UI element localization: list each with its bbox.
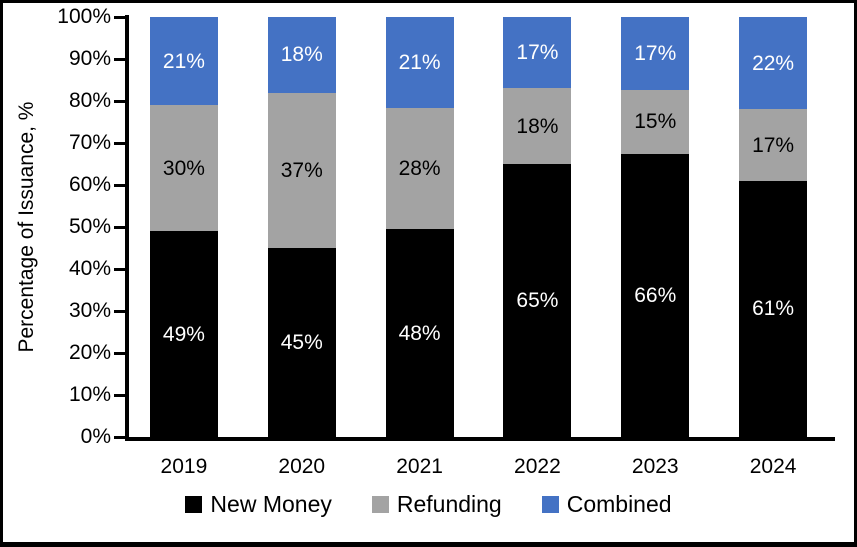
legend-label: Combined xyxy=(566,491,672,517)
legend-swatch xyxy=(185,496,203,513)
bar-segment: 17% xyxy=(621,17,690,90)
bar-segment: 61% xyxy=(739,180,808,437)
y-tick-label: 90% xyxy=(68,47,111,70)
y-tick-label: 20% xyxy=(68,341,111,364)
bar-value-label: 17% xyxy=(634,41,677,65)
bar-segment: 21% xyxy=(385,17,454,108)
x-category-label: 2022 xyxy=(514,455,561,478)
bar-segment: 22% xyxy=(739,17,808,110)
bar-value-label: 17% xyxy=(516,41,559,65)
bar-segment: 18% xyxy=(267,17,336,93)
y-tick xyxy=(114,99,125,103)
bar-segment: 17% xyxy=(503,17,572,89)
legend-item: New Money xyxy=(185,491,332,518)
bar-value-label: 17% xyxy=(752,133,795,157)
y-tick xyxy=(114,309,125,313)
y-tick-label: 10% xyxy=(68,383,111,406)
bar-value-label: 21% xyxy=(162,49,205,73)
y-tick-label: 30% xyxy=(68,299,111,322)
x-category-label: 2020 xyxy=(278,455,326,478)
y-tick xyxy=(114,183,125,187)
legend-item: Combined xyxy=(541,491,672,518)
y-tick-label: 70% xyxy=(68,131,111,154)
x-axis-line xyxy=(125,437,835,441)
bar-segment: 37% xyxy=(267,92,336,248)
bar-value-label: 18% xyxy=(516,114,559,138)
bar-segment: 48% xyxy=(385,229,454,437)
y-tick-label: 40% xyxy=(68,257,111,280)
legend-swatch xyxy=(541,496,559,513)
bar-segment: 17% xyxy=(739,109,808,181)
bar-segment: 15% xyxy=(621,89,690,155)
y-tick xyxy=(114,15,125,19)
bar-value-label: 18% xyxy=(280,43,323,67)
y-tick xyxy=(114,225,125,229)
bar-value-label: 45% xyxy=(280,331,323,354)
bar-value-label: 49% xyxy=(162,322,205,346)
x-category-label: 2019 xyxy=(160,455,208,478)
bar-value-label: 37% xyxy=(280,158,323,182)
bar-segment: 45% xyxy=(267,248,336,437)
y-tick xyxy=(114,435,125,439)
bar-value-label: 28% xyxy=(398,157,441,181)
y-tick xyxy=(114,141,125,145)
bar-value-label: 65% xyxy=(516,289,559,312)
y-tick xyxy=(114,267,125,271)
bar-value-label: 22% xyxy=(752,51,795,75)
x-category-label: 2021 xyxy=(396,455,443,478)
y-tick-label: 60% xyxy=(68,173,111,196)
y-tick-label: 0% xyxy=(80,425,111,448)
bar-segment: 28% xyxy=(385,107,454,230)
bar-value-label: 61% xyxy=(752,297,795,321)
bar-value-label: 48% xyxy=(398,321,441,345)
y-tick xyxy=(114,393,125,397)
bar-segment: 65% xyxy=(503,164,572,437)
bar-segment: 66% xyxy=(621,154,690,437)
y-axis-line xyxy=(125,15,129,441)
legend: New Money Refunding Combined xyxy=(3,491,854,518)
y-tick xyxy=(114,351,125,355)
bar-segment: 49% xyxy=(149,231,218,437)
bar-segment: 21% xyxy=(149,17,218,106)
x-category-label: 2024 xyxy=(749,455,797,478)
bar-value-label: 21% xyxy=(398,50,441,74)
bar-value-label: 30% xyxy=(162,156,205,180)
y-tick-label: 50% xyxy=(68,215,111,238)
y-tick xyxy=(114,57,125,61)
legend-swatch xyxy=(371,496,389,513)
bar-value-label: 66% xyxy=(634,284,677,308)
bar-segment: 18% xyxy=(503,88,572,164)
bar-value-label: 15% xyxy=(634,110,677,134)
y-tick-label: 80% xyxy=(68,89,111,112)
legend-item: Refunding xyxy=(371,491,502,518)
y-tick-label: 100% xyxy=(57,5,111,28)
legend-label: New Money xyxy=(210,491,332,517)
legend-label: Refunding xyxy=(396,491,502,517)
bar-segment: 30% xyxy=(149,105,218,232)
x-category-label: 2023 xyxy=(631,455,679,478)
